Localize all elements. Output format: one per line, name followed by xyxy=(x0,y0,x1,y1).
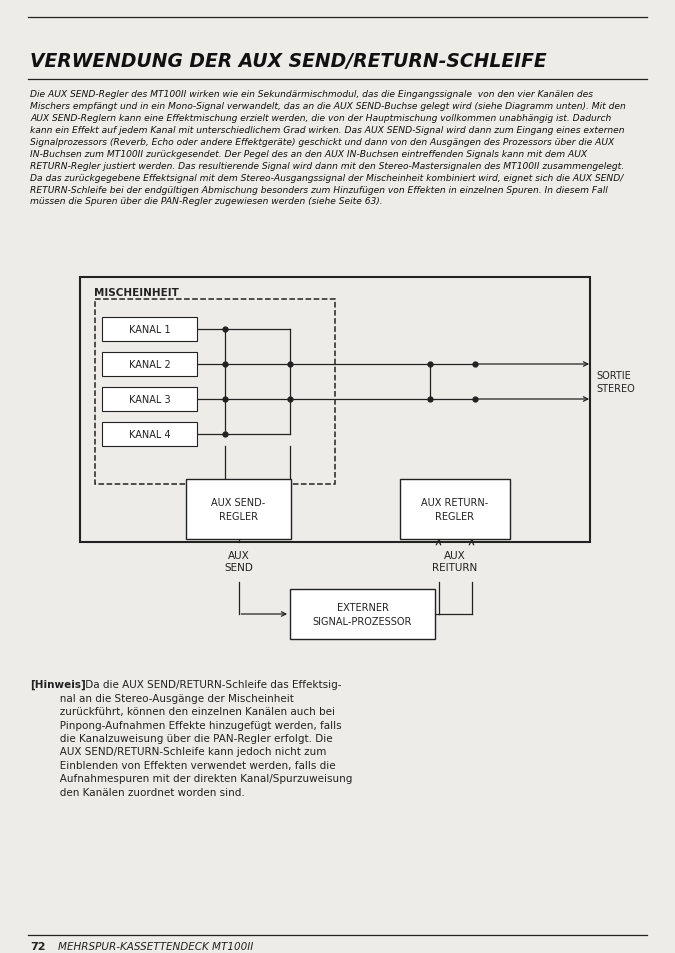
Bar xyxy=(400,479,510,539)
Bar xyxy=(102,317,197,341)
Text: KANAL 2: KANAL 2 xyxy=(129,359,170,370)
Text: KANAL 3: KANAL 3 xyxy=(129,395,170,405)
Text: Die AUX SEND-Regler des MT100II wirken wie ein Sekundärmischmodul, das die Einga: Die AUX SEND-Regler des MT100II wirken w… xyxy=(30,90,626,206)
Text: MEHRSPUR-KASSETTENDECK MT100II: MEHRSPUR-KASSETTENDECK MT100II xyxy=(58,941,253,951)
Bar xyxy=(80,277,590,542)
Text: MISCHEINHEIT: MISCHEINHEIT xyxy=(94,288,179,297)
Bar xyxy=(95,299,335,484)
Bar xyxy=(102,353,197,376)
Text: VERWENDUNG DER AUX SEND/RETURN-SCHLEIFE: VERWENDUNG DER AUX SEND/RETURN-SCHLEIFE xyxy=(30,52,547,71)
Text: nal an die Stereo-Ausgänge der Mischeinheit
   zurückführt, können den einzelnen: nal an die Stereo-Ausgänge der Mischeinh… xyxy=(50,693,352,797)
Text: EXTERNER
SIGNAL-PROZESSOR: EXTERNER SIGNAL-PROZESSOR xyxy=(313,602,412,626)
Text: [Hinweis]: [Hinweis] xyxy=(30,679,86,690)
Text: AUX SEND-
REGLER: AUX SEND- REGLER xyxy=(211,497,266,521)
Text: AUX
REITURN: AUX REITURN xyxy=(433,551,478,573)
Bar xyxy=(102,422,197,447)
Text: AUX
SEND: AUX SEND xyxy=(224,551,253,573)
Text: KANAL 1: KANAL 1 xyxy=(129,325,170,335)
Bar xyxy=(186,479,291,539)
Text: Da die AUX SEND/RETURN-Schleife das Effektsig-: Da die AUX SEND/RETURN-Schleife das Effe… xyxy=(82,679,342,689)
Text: KANAL 4: KANAL 4 xyxy=(129,430,170,439)
Bar xyxy=(290,589,435,639)
Text: 72: 72 xyxy=(30,941,45,951)
Text: AUX RETURN-
REGLER: AUX RETURN- REGLER xyxy=(421,497,489,521)
Text: SORTIE
STEREO: SORTIE STEREO xyxy=(596,371,634,394)
Bar xyxy=(102,388,197,412)
